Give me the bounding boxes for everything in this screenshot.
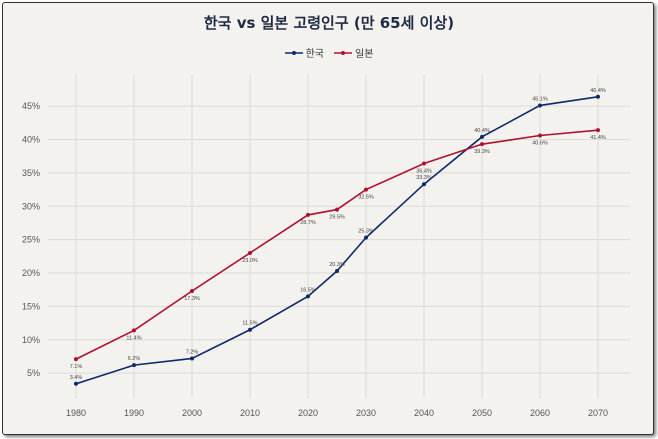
data-label: 46.4% — [590, 88, 606, 94]
legend-item-korea[interactable]: 한국 — [284, 45, 324, 60]
data-point — [422, 182, 426, 187]
data-label: 11.4% — [126, 335, 141, 341]
data-point — [335, 268, 339, 273]
data-point — [538, 103, 542, 108]
data-point — [480, 142, 484, 147]
data-label: 6.2% — [128, 356, 141, 362]
y-tick-label: 45% — [22, 101, 40, 111]
legend-label: 한국 — [305, 49, 324, 60]
data-label: 33.3% — [416, 175, 432, 181]
x-tick-label: 2030 — [356, 408, 376, 418]
x-tick-label: 2050 — [472, 408, 492, 418]
data-point — [132, 363, 136, 368]
data-point — [596, 94, 600, 99]
legend-item-japan[interactable]: 일본 — [334, 45, 373, 60]
data-label: 29.5% — [329, 215, 345, 221]
data-point — [132, 328, 136, 333]
y-tick-label: 30% — [22, 201, 40, 211]
x-tick-label: 2070 — [588, 408, 608, 418]
y-tick-label: 10% — [22, 335, 40, 345]
chart-frame — [2, 2, 654, 435]
y-tick-label: 40% — [22, 135, 40, 145]
data-label: 17.3% — [184, 296, 200, 302]
data-point — [596, 128, 600, 133]
y-tick-label: 15% — [22, 301, 40, 311]
y-tick-label: 5% — [27, 368, 40, 378]
data-point — [480, 134, 484, 139]
y-tick-label: 20% — [22, 268, 40, 278]
data-label: 45.1% — [532, 96, 548, 102]
x-tick-label: 2020 — [298, 408, 318, 418]
data-label: 16.5% — [300, 287, 316, 293]
x-tick-label: 1980 — [66, 408, 86, 418]
data-point — [364, 187, 368, 192]
data-point — [74, 357, 78, 362]
data-point — [190, 289, 194, 294]
data-label: 28.7% — [300, 220, 316, 226]
data-label: 36.4% — [416, 169, 432, 175]
data-label: 7.2% — [186, 349, 199, 355]
y-tick-label: 35% — [22, 168, 40, 178]
y-tick-label: 25% — [22, 235, 40, 245]
data-label: 7.1% — [70, 364, 83, 370]
data-point — [248, 327, 252, 332]
x-tick-label: 2010 — [240, 408, 260, 418]
data-label: 3.4% — [70, 375, 83, 381]
data-label: 20.3% — [329, 262, 345, 268]
data-point — [335, 207, 339, 212]
x-tick-label: 2000 — [182, 408, 202, 418]
data-label: 25.3% — [358, 229, 374, 235]
data-label: 39.3% — [474, 149, 490, 155]
legend-label: 일본 — [355, 49, 374, 60]
series-line-1 — [75, 129, 599, 360]
data-point — [364, 235, 368, 240]
x-tick-label: 2040 — [414, 408, 434, 418]
data-point — [248, 250, 252, 255]
data-point — [306, 212, 310, 217]
data-point — [306, 294, 310, 299]
x-tick-label: 1990 — [124, 408, 144, 418]
data-label: 41.4% — [590, 135, 606, 141]
data-label: 23.0% — [242, 258, 258, 264]
data-label: 32.5% — [358, 195, 374, 201]
data-label: 40.4% — [474, 128, 490, 134]
data-label: 11.5% — [242, 321, 257, 327]
legend: 한국 일본 — [0, 45, 658, 60]
chart-title: 한국 vs 일본 고령인구 (만 65세 이상) — [203, 14, 455, 32]
data-label: 40.6% — [532, 140, 548, 146]
data-point — [190, 356, 194, 361]
data-point — [422, 161, 426, 166]
data-point — [538, 133, 542, 138]
data-point — [74, 381, 78, 386]
x-tick-label: 2060 — [530, 408, 550, 418]
